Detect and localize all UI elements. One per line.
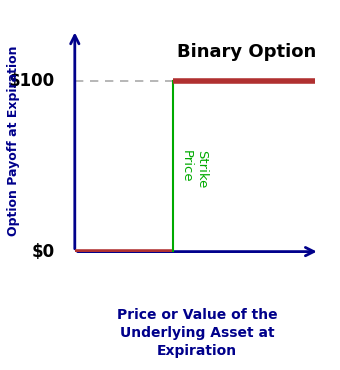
Text: Price or Value of the
Underlying Asset at
Expiration: Price or Value of the Underlying Asset a… (117, 307, 277, 359)
Text: Strike
Price: Strike Price (180, 151, 208, 189)
Text: $0: $0 (32, 243, 55, 260)
Text: Option Payoff at Expiration: Option Payoff at Expiration (7, 46, 20, 236)
Text: $100: $100 (9, 72, 55, 90)
Text: Binary Option: Binary Option (176, 43, 316, 61)
